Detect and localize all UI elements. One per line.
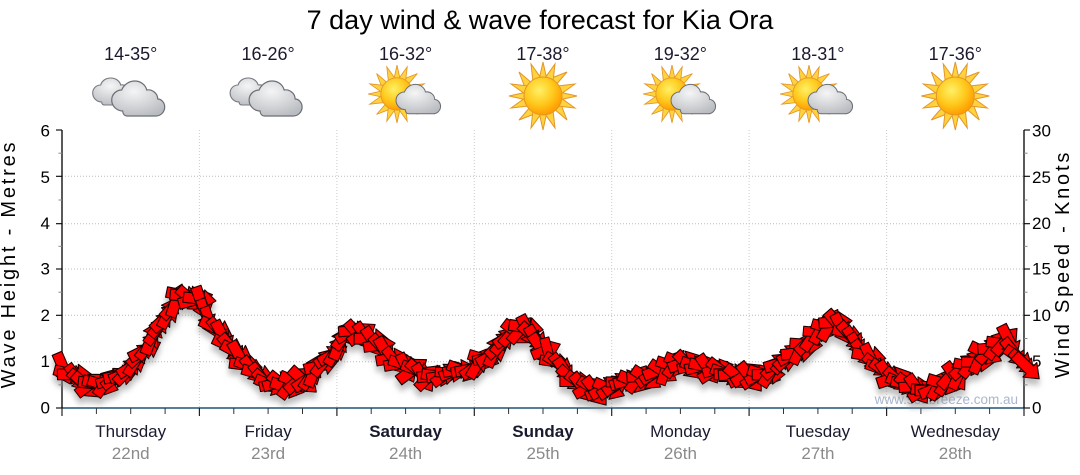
svg-text:Tuesday: Tuesday	[786, 422, 851, 441]
svg-text:Monday: Monday	[650, 422, 711, 441]
svg-text:4: 4	[41, 214, 50, 233]
svg-text:0: 0	[1032, 399, 1041, 418]
svg-text:19-32°: 19-32°	[654, 44, 707, 64]
svg-text:6: 6	[41, 122, 50, 141]
svg-text:Sunday: Sunday	[512, 422, 574, 441]
svg-text:16-26°: 16-26°	[241, 44, 294, 64]
svg-text:14-35°: 14-35°	[104, 44, 157, 64]
svg-text:10: 10	[1032, 306, 1051, 325]
svg-text:20: 20	[1032, 214, 1051, 233]
svg-text:Saturday: Saturday	[369, 422, 442, 441]
svg-text:5: 5	[41, 168, 50, 187]
svg-text:30: 30	[1032, 122, 1051, 141]
svg-text:2: 2	[41, 306, 50, 325]
svg-text:18-31°: 18-31°	[791, 44, 844, 64]
svg-text:Thursday: Thursday	[95, 422, 166, 441]
svg-text:0: 0	[41, 399, 50, 418]
svg-text:28th: 28th	[939, 444, 972, 463]
svg-text:27th: 27th	[801, 444, 834, 463]
svg-text:24th: 24th	[389, 444, 422, 463]
svg-text:3: 3	[41, 260, 50, 279]
svg-text:25: 25	[1032, 168, 1051, 187]
svg-text:15: 15	[1032, 260, 1051, 279]
svg-text:22nd: 22nd	[112, 444, 150, 463]
svg-text:26th: 26th	[664, 444, 697, 463]
svg-text:25th: 25th	[526, 444, 559, 463]
svg-text:Wave Height - Metres: Wave Height - Metres	[0, 140, 20, 389]
svg-text:16-32°: 16-32°	[379, 44, 432, 64]
svg-text:Wednesday: Wednesday	[911, 422, 1001, 441]
svg-text:Friday: Friday	[244, 422, 292, 441]
svg-text:17-38°: 17-38°	[516, 44, 569, 64]
svg-text:23rd: 23rd	[251, 444, 285, 463]
svg-text:1: 1	[41, 352, 50, 371]
svg-text:Wind Speed - Knots: Wind Speed - Knots	[1052, 150, 1074, 378]
svg-text:17-36°: 17-36°	[929, 44, 982, 64]
